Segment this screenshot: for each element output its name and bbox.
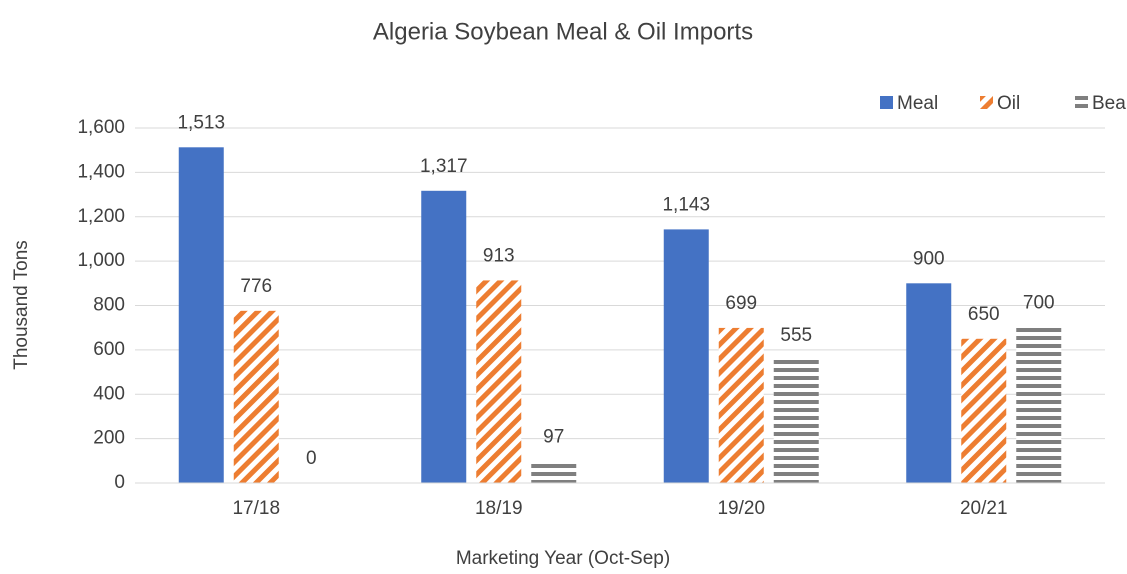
data-label: 699 [725, 293, 757, 314]
y-axis-label: Thousand Tons [11, 240, 32, 370]
y-tick-label: 1,000 [77, 250, 125, 271]
y-tick-label: 0 [114, 472, 125, 493]
bar [663, 229, 709, 483]
y-tick-label: 1,600 [77, 117, 125, 138]
bar [1016, 327, 1062, 483]
x-tick-label: 18/19 [475, 498, 523, 519]
chart-title: Algeria Soybean Meal & Oil Imports [373, 18, 753, 45]
x-tick-label: 20/21 [960, 498, 1008, 519]
data-label: 1,143 [662, 194, 710, 215]
data-label: 97 [543, 426, 564, 447]
y-tick-label: 600 [93, 339, 125, 360]
data-label: 555 [780, 325, 812, 346]
bar [773, 359, 819, 483]
bar [421, 190, 467, 483]
data-label: 1,513 [177, 112, 225, 133]
legend-swatch [880, 96, 893, 109]
data-label: 700 [1023, 293, 1055, 314]
legend-swatch [980, 96, 993, 109]
bar [233, 310, 279, 483]
bar [961, 338, 1007, 483]
bar [531, 461, 577, 483]
data-label: 1,317 [420, 156, 468, 177]
bar [718, 327, 764, 483]
legend-label: Oil [997, 93, 1020, 114]
data-label: 0 [306, 448, 317, 469]
y-tick-label: 400 [93, 383, 125, 404]
y-tick-label: 200 [93, 428, 125, 449]
x-axis-label: Marketing Year (Oct-Sep) [456, 548, 670, 569]
bar [178, 147, 224, 483]
bar [906, 283, 952, 483]
x-tick-label: 19/20 [717, 498, 765, 519]
data-label: 900 [913, 248, 945, 269]
y-tick-label: 1,400 [77, 161, 125, 182]
legend-label: Beans [1092, 93, 1127, 114]
data-label: 650 [968, 304, 1000, 325]
data-label: 776 [240, 276, 272, 297]
y-tick-label: 1,200 [77, 206, 125, 227]
legend-label: Meal [897, 93, 938, 114]
legend-swatch [1075, 96, 1088, 109]
data-label: 913 [483, 245, 515, 266]
x-tick-label: 17/18 [232, 498, 280, 519]
y-tick-label: 800 [93, 295, 125, 316]
bar [476, 280, 522, 483]
